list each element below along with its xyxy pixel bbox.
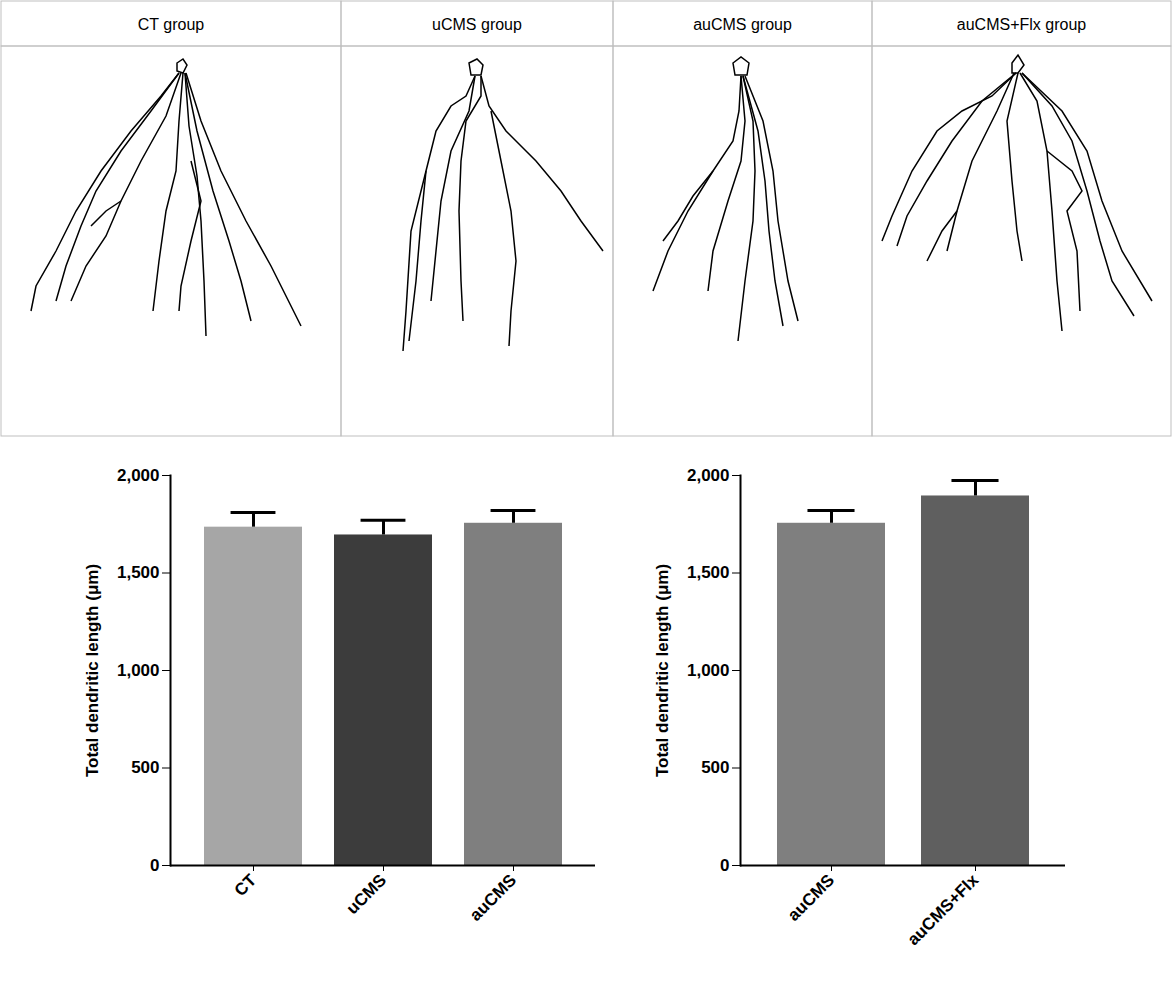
svg-text:CT: CT xyxy=(231,870,261,900)
svg-text:1,000: 1,000 xyxy=(687,661,730,680)
svg-text:0: 0 xyxy=(720,856,729,875)
svg-text:1,500: 1,500 xyxy=(687,563,730,582)
svg-text:1,000: 1,000 xyxy=(117,661,160,680)
svg-text:500: 500 xyxy=(701,758,729,777)
svg-text:auCMS: auCMS xyxy=(784,871,838,925)
svg-text:auCMS+Flx: auCMS+Flx xyxy=(904,870,983,949)
svg-text:uCMS: uCMS xyxy=(343,871,390,918)
svg-text:Total dendritic length (μm): Total dendritic length (μm) xyxy=(653,564,672,777)
svg-text:500: 500 xyxy=(131,758,159,777)
svg-text:2,000: 2,000 xyxy=(117,466,160,485)
svg-text:Total dendritic length (μm): Total dendritic length (μm) xyxy=(83,564,102,777)
svg-text:auCMS+Flx group: auCMS+Flx group xyxy=(957,16,1086,33)
svg-text:auCMS group: auCMS group xyxy=(693,16,792,33)
svg-text:auCMS: auCMS xyxy=(466,871,520,925)
svg-text:uCMS group: uCMS group xyxy=(432,16,522,33)
svg-text:CT group: CT group xyxy=(138,16,205,33)
svg-text:2,000: 2,000 xyxy=(687,466,730,485)
svg-text:1,500: 1,500 xyxy=(117,563,160,582)
svg-text:0: 0 xyxy=(150,856,159,875)
